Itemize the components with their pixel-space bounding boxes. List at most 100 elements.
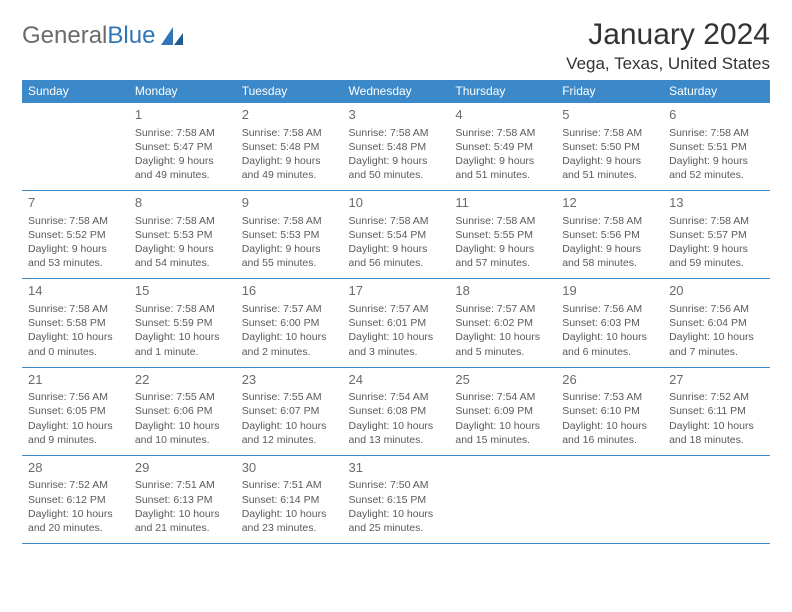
day-details: Sunrise: 7:51 AM Sunset: 6:13 PM Dayligh…	[135, 478, 230, 535]
day-number: 25	[455, 371, 550, 389]
calendar-cell	[556, 455, 663, 543]
day-details: Sunrise: 7:58 AM Sunset: 5:57 PM Dayligh…	[669, 214, 764, 271]
day-details: Sunrise: 7:55 AM Sunset: 6:07 PM Dayligh…	[242, 390, 337, 447]
col-tuesday: Tuesday	[236, 80, 343, 103]
brand-part2: Blue	[107, 22, 155, 50]
calendar-cell: 17 Sunrise: 7:57 AM Sunset: 6:01 PM Dayli…	[343, 279, 450, 367]
day-details: Sunrise: 7:58 AM Sunset: 5:55 PM Dayligh…	[455, 214, 550, 271]
day-number: 20	[669, 282, 764, 300]
day-number: 9	[242, 194, 337, 212]
calendar-cell: 22Sunrise: 7:55 AM Sunset: 6:06 PM Dayli…	[129, 367, 236, 455]
day-details: Sunrise: 7:54 AM Sunset: 6:08 PM Dayligh…	[349, 390, 444, 447]
day-details: Sunrise: 7:52 AM Sunset: 6:12 PM Dayligh…	[28, 478, 123, 535]
calendar-cell: 2 Sunrise: 7:58 AM Sunset: 5:48 PM Daylig…	[236, 103, 343, 191]
calendar-cell: 5 Sunrise: 7:58 AM Sunset: 5:50 PM Daylig…	[556, 103, 663, 191]
day-details: Sunrise: 7:52 AM Sunset: 6:11 PM Dayligh…	[669, 390, 764, 447]
day-number: 22	[135, 371, 230, 389]
day-number: 4	[455, 106, 550, 124]
col-friday: Friday	[556, 80, 663, 103]
day-number: 2	[242, 106, 337, 124]
calendar-cell: 16 Sunrise: 7:57 AM Sunset: 6:00 PM Dayli…	[236, 279, 343, 367]
col-thursday: Thursday	[449, 80, 556, 103]
day-details: Sunrise: 7:50 AM Sunset: 6:15 PM Dayligh…	[349, 478, 444, 535]
day-details: Sunrise: 7:58 AM Sunset: 5:49 PM Dayligh…	[455, 126, 550, 183]
calendar-cell	[449, 455, 556, 543]
day-number: 3	[349, 106, 444, 124]
day-number: 27	[669, 371, 764, 389]
calendar-cell: 8 Sunrise: 7:58 AM Sunset: 5:53 PM Daylig…	[129, 191, 236, 279]
day-number: 31	[349, 459, 444, 477]
month-title: January 2024	[566, 18, 770, 52]
day-number: 24	[349, 371, 444, 389]
calendar-cell: 13 Sunrise: 7:58 AM Sunset: 5:57 PM Dayli…	[663, 191, 770, 279]
day-details: Sunrise: 7:58 AM Sunset: 5:48 PM Dayligh…	[349, 126, 444, 183]
day-details: Sunrise: 7:58 AM Sunset: 5:53 PM Dayligh…	[135, 214, 230, 271]
day-number: 13	[669, 194, 764, 212]
calendar-cell: 28Sunrise: 7:52 AM Sunset: 6:12 PM Dayli…	[22, 455, 129, 543]
calendar-cell	[22, 103, 129, 191]
calendar-cell: 25Sunrise: 7:54 AM Sunset: 6:09 PM Dayli…	[449, 367, 556, 455]
brand-logo: GeneralBlue	[22, 18, 185, 50]
day-number: 10	[349, 194, 444, 212]
day-details: Sunrise: 7:58 AM Sunset: 5:51 PM Dayligh…	[669, 126, 764, 183]
calendar-cell: 3 Sunrise: 7:58 AM Sunset: 5:48 PM Daylig…	[343, 103, 450, 191]
calendar-week: 21Sunrise: 7:56 AM Sunset: 6:05 PM Dayli…	[22, 367, 770, 455]
day-number: 12	[562, 194, 657, 212]
day-number: 5	[562, 106, 657, 124]
day-number: 28	[28, 459, 123, 477]
day-details: Sunrise: 7:57 AM Sunset: 6:01 PM Dayligh…	[349, 302, 444, 359]
calendar-week: 7Sunrise: 7:58 AM Sunset: 5:52 PM Daylig…	[22, 191, 770, 279]
calendar-cell: 1 Sunrise: 7:58 AM Sunset: 5:47 PM Daylig…	[129, 103, 236, 191]
day-details: Sunrise: 7:58 AM Sunset: 5:47 PM Dayligh…	[135, 126, 230, 183]
day-details: Sunrise: 7:57 AM Sunset: 6:00 PM Dayligh…	[242, 302, 337, 359]
day-number: 21	[28, 371, 123, 389]
col-sunday: Sunday	[22, 80, 129, 103]
logo-sail-icon	[159, 25, 185, 47]
day-details: Sunrise: 7:58 AM Sunset: 5:52 PM Dayligh…	[28, 214, 123, 271]
day-details: Sunrise: 7:58 AM Sunset: 5:54 PM Dayligh…	[349, 214, 444, 271]
day-number: 18	[455, 282, 550, 300]
calendar-cell: 11 Sunrise: 7:58 AM Sunset: 5:55 PM Dayli…	[449, 191, 556, 279]
day-number: 8	[135, 194, 230, 212]
location-label: Vega, Texas, United States	[566, 54, 770, 74]
calendar-cell: 30Sunrise: 7:51 AM Sunset: 6:14 PM Dayli…	[236, 455, 343, 543]
day-details: Sunrise: 7:58 AM Sunset: 5:59 PM Dayligh…	[135, 302, 230, 359]
calendar-cell: 9 Sunrise: 7:58 AM Sunset: 5:53 PM Daylig…	[236, 191, 343, 279]
calendar-cell: 27Sunrise: 7:52 AM Sunset: 6:11 PM Dayli…	[663, 367, 770, 455]
calendar-cell	[663, 455, 770, 543]
day-details: Sunrise: 7:55 AM Sunset: 6:06 PM Dayligh…	[135, 390, 230, 447]
day-number: 23	[242, 371, 337, 389]
day-details: Sunrise: 7:58 AM Sunset: 5:56 PM Dayligh…	[562, 214, 657, 271]
day-number: 29	[135, 459, 230, 477]
calendar-week: 14 Sunrise: 7:58 AM Sunset: 5:58 PM Dayli…	[22, 279, 770, 367]
day-number: 19	[562, 282, 657, 300]
col-wednesday: Wednesday	[343, 80, 450, 103]
page-header: GeneralBlue January 2024 Vega, Texas, Un…	[22, 18, 770, 74]
day-details: Sunrise: 7:58 AM Sunset: 5:58 PM Dayligh…	[28, 302, 123, 359]
col-saturday: Saturday	[663, 80, 770, 103]
day-details: Sunrise: 7:56 AM Sunset: 6:04 PM Dayligh…	[669, 302, 764, 359]
day-details: Sunrise: 7:58 AM Sunset: 5:50 PM Dayligh…	[562, 126, 657, 183]
day-number: 1	[135, 106, 230, 124]
calendar-cell: 23Sunrise: 7:55 AM Sunset: 6:07 PM Dayli…	[236, 367, 343, 455]
calendar-page: GeneralBlue January 2024 Vega, Texas, Un…	[0, 0, 792, 544]
calendar-week: 28Sunrise: 7:52 AM Sunset: 6:12 PM Dayli…	[22, 455, 770, 543]
day-number: 14	[28, 282, 123, 300]
calendar-cell: 31Sunrise: 7:50 AM Sunset: 6:15 PM Dayli…	[343, 455, 450, 543]
day-header-row: Sunday Monday Tuesday Wednesday Thursday…	[22, 80, 770, 103]
brand-part1: General	[22, 22, 107, 50]
calendar-week: 1 Sunrise: 7:58 AM Sunset: 5:47 PM Daylig…	[22, 103, 770, 191]
day-details: Sunrise: 7:58 AM Sunset: 5:53 PM Dayligh…	[242, 214, 337, 271]
day-details: Sunrise: 7:53 AM Sunset: 6:10 PM Dayligh…	[562, 390, 657, 447]
day-details: Sunrise: 7:58 AM Sunset: 5:48 PM Dayligh…	[242, 126, 337, 183]
day-number: 17	[349, 282, 444, 300]
calendar-cell: 7Sunrise: 7:58 AM Sunset: 5:52 PM Daylig…	[22, 191, 129, 279]
title-area: January 2024 Vega, Texas, United States	[566, 18, 770, 74]
calendar-cell: 14 Sunrise: 7:58 AM Sunset: 5:58 PM Dayli…	[22, 279, 129, 367]
calendar-cell: 18Sunrise: 7:57 AM Sunset: 6:02 PM Dayli…	[449, 279, 556, 367]
day-details: Sunrise: 7:54 AM Sunset: 6:09 PM Dayligh…	[455, 390, 550, 447]
calendar-cell: 15Sunrise: 7:58 AM Sunset: 5:59 PM Dayli…	[129, 279, 236, 367]
day-number: 11	[455, 194, 550, 212]
day-number: 16	[242, 282, 337, 300]
day-number: 6	[669, 106, 764, 124]
